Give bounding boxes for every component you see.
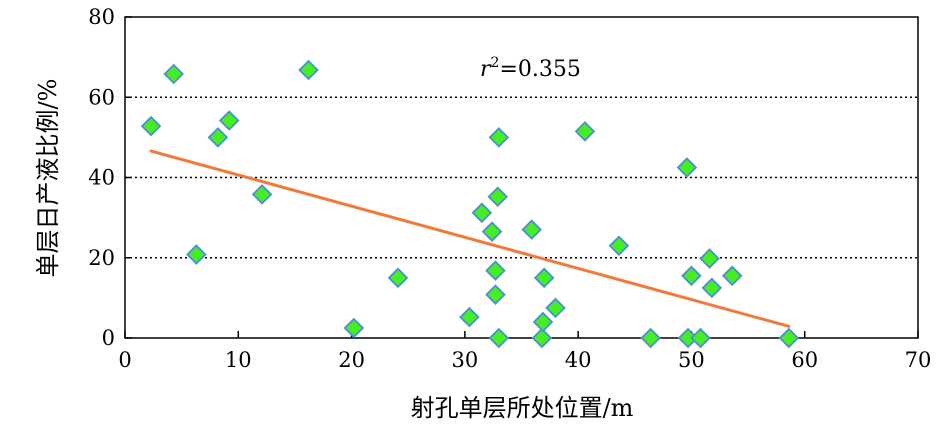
data-point (485, 284, 506, 305)
y-tick-label: 0 (102, 326, 115, 350)
data-point (186, 244, 207, 265)
data-point (521, 219, 542, 240)
data-point (485, 260, 506, 281)
data-point (690, 327, 711, 349)
x-axis: 0 10 20 30 40 50 60 70 (118, 331, 931, 372)
data-point (545, 297, 566, 319)
data-point (459, 306, 480, 328)
data-point (343, 317, 365, 339)
data-point (218, 110, 240, 131)
x-tick-label: 50 (678, 348, 705, 372)
data-point (488, 327, 510, 349)
data-point (487, 186, 508, 208)
data-point (676, 157, 698, 178)
y-axis-title: 单层日产液比例/% (34, 79, 62, 278)
data-point (681, 265, 702, 287)
x-tick-label: 10 (225, 348, 252, 372)
x-axis-title: 射孔单层所处位置/m (411, 394, 634, 422)
y-tick-label: 60 (88, 85, 115, 109)
data-point (387, 267, 409, 289)
data-point (533, 267, 555, 289)
gridlines (125, 96, 918, 259)
data-point (640, 327, 661, 349)
data-point (574, 121, 596, 142)
r-superscript: 2 (491, 55, 500, 71)
y-tick-label: 80 (88, 5, 115, 29)
data-point (531, 327, 553, 349)
trend-line (149, 149, 791, 328)
data-point (721, 265, 743, 287)
data-point (701, 277, 723, 299)
data-point (481, 221, 503, 242)
data-point (471, 202, 493, 224)
x-tick-label: 30 (451, 348, 478, 372)
x-tick-label: 0 (118, 348, 131, 372)
x-tick-label: 40 (565, 348, 592, 372)
r-symbol: r (480, 57, 492, 82)
r-squared-annotation: r2=0.355 (480, 55, 581, 82)
x-tick-label: 70 (905, 348, 932, 372)
data-point (298, 59, 319, 81)
data-point (699, 248, 720, 269)
y-axis: 0 20 40 60 80 (88, 5, 132, 350)
data-point (532, 311, 554, 333)
r-value: =0.355 (499, 57, 580, 82)
data-point (207, 127, 229, 148)
x-tick-label: 60 (791, 348, 818, 372)
data-points (140, 59, 800, 349)
y-tick-label: 20 (88, 246, 115, 270)
data-point (251, 184, 273, 205)
y-tick-label: 40 (88, 166, 115, 190)
data-point (488, 127, 510, 148)
data-point (163, 63, 184, 85)
data-point (778, 327, 800, 349)
data-point (608, 235, 630, 256)
x-tick-label: 20 (338, 348, 365, 372)
data-point (140, 115, 162, 137)
